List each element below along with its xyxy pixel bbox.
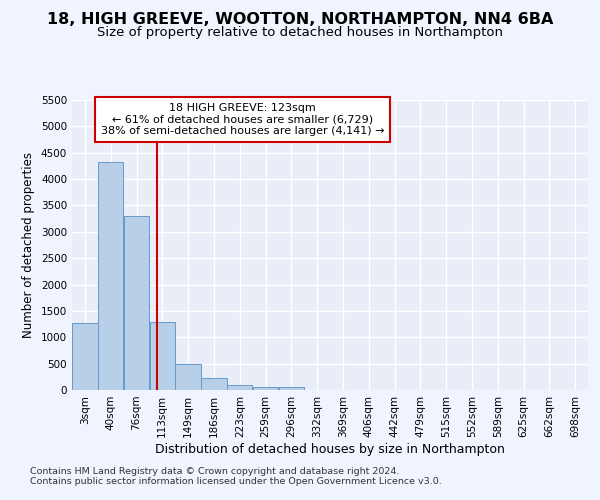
Text: Contains HM Land Registry data © Crown copyright and database right 2024.: Contains HM Land Registry data © Crown c… [30, 467, 400, 476]
X-axis label: Distribution of detached houses by size in Northampton: Distribution of detached houses by size … [155, 442, 505, 456]
Text: Size of property relative to detached houses in Northampton: Size of property relative to detached ho… [97, 26, 503, 39]
Bar [201, 378, 227, 390]
Bar [124, 216, 149, 390]
Text: 18, HIGH GREEVE, WOOTTON, NORTHAMPTON, NN4 6BA: 18, HIGH GREEVE, WOOTTON, NORTHAMPTON, N… [47, 12, 553, 28]
Y-axis label: Number of detached properties: Number of detached properties [22, 152, 35, 338]
Text: 18 HIGH GREEVE: 123sqm
← 61% of detached houses are smaller (6,729)
38% of semi-: 18 HIGH GREEVE: 123sqm ← 61% of detached… [101, 103, 384, 136]
Bar [98, 162, 123, 390]
Bar [72, 323, 98, 390]
Text: Contains public sector information licensed under the Open Government Licence v3: Contains public sector information licen… [30, 477, 442, 486]
Bar [279, 387, 304, 390]
Bar [227, 385, 252, 390]
Bar [175, 364, 201, 390]
Bar [253, 386, 278, 390]
Bar [150, 322, 175, 390]
